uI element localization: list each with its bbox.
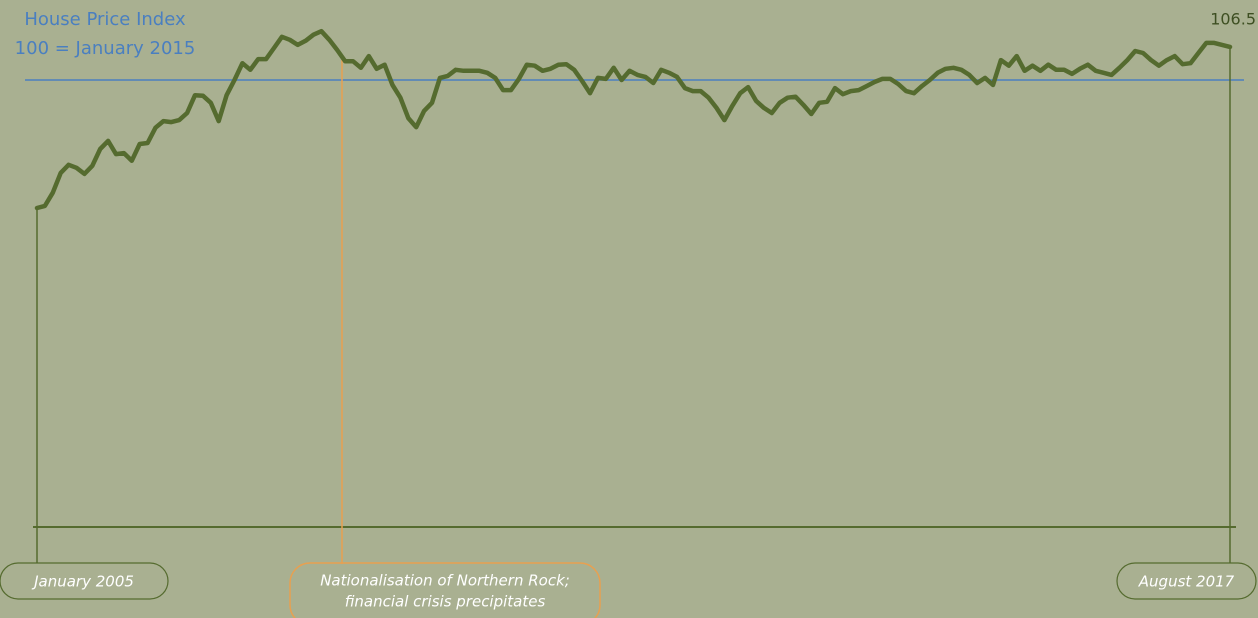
end-value-label: 106.5 [1210, 10, 1256, 29]
x-tick-label: January 2005 [31, 573, 134, 591]
data-line [34, 28, 1233, 211]
x-tick-label: August 2017 [1138, 573, 1235, 591]
category-box [0, 562, 169, 600]
annotation-box [289, 562, 601, 618]
category-box [1116, 562, 1257, 600]
reference-label: House Price Index [24, 9, 186, 30]
annotation-text: Nationalisation of Northern Rock; [320, 572, 570, 590]
reference-label: 100 = January 2015 [15, 38, 196, 59]
annotation-text: financial crisis precipitates [345, 593, 546, 611]
